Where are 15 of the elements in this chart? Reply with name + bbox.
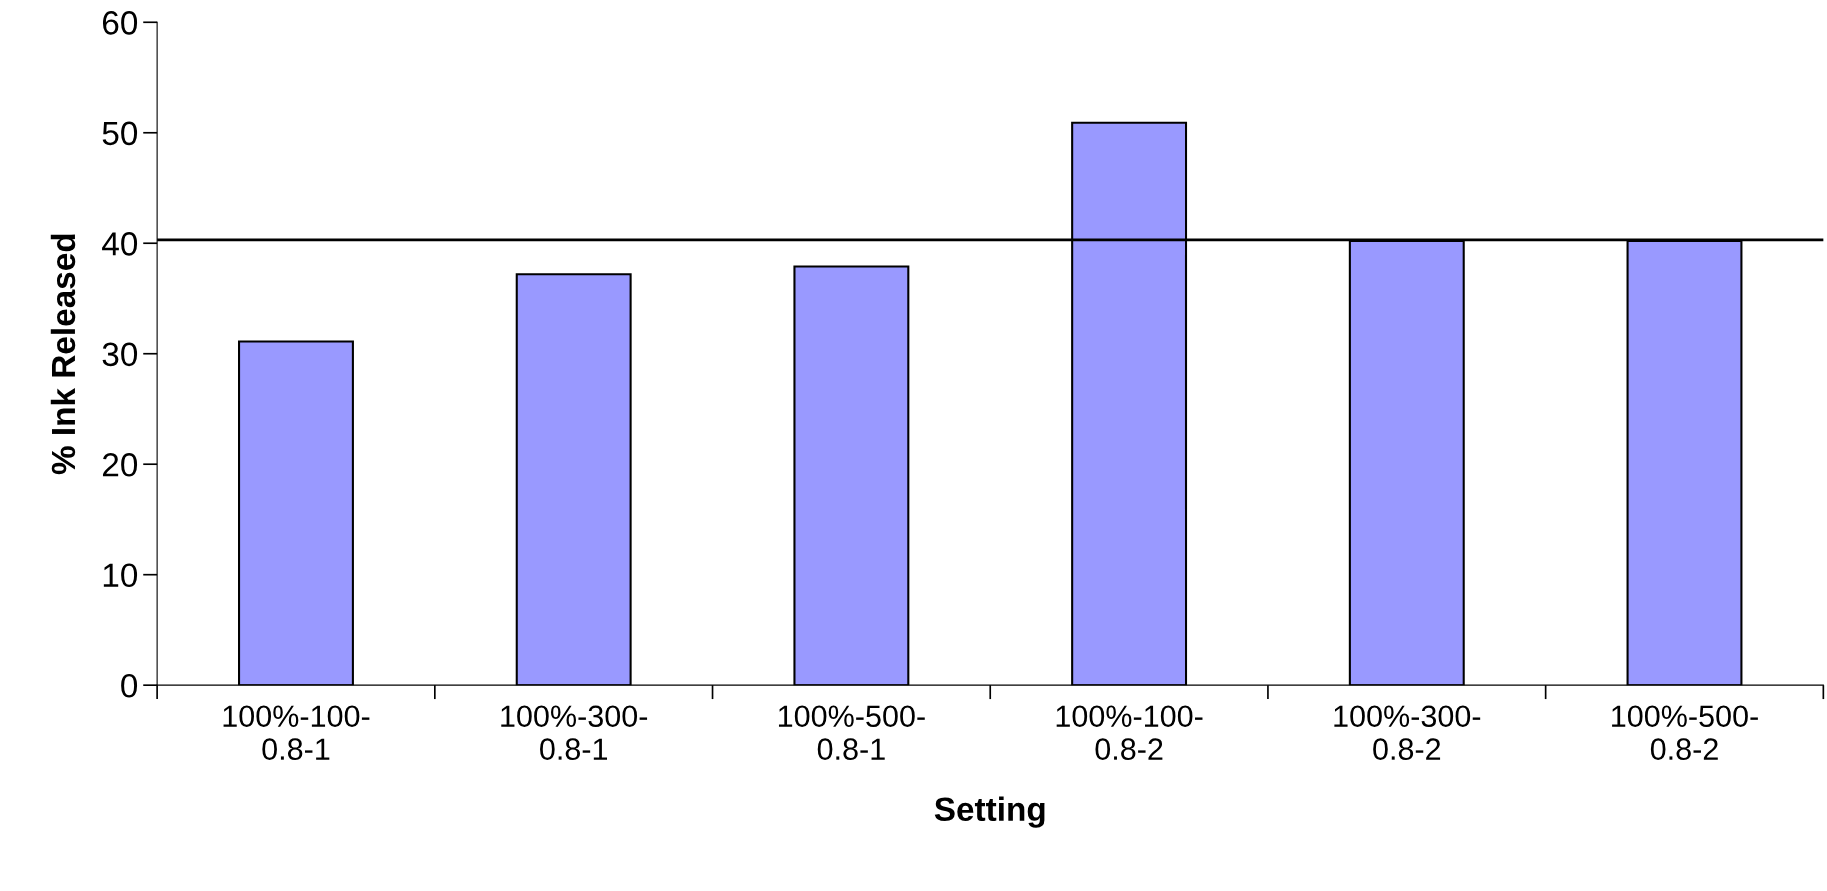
y-tick-label: 60 [102, 11, 138, 35]
y-tick-label: 0 [121, 673, 138, 698]
x-tick-label: 100%-100- 0.8-1 [223, 705, 370, 760]
x-tick-label: 100%-500- 0.8-1 [778, 705, 925, 760]
x-tick-label: 100%-500- 0.8-2 [1612, 705, 1758, 760]
y-tick-label: 10 [103, 563, 138, 588]
x-tick-label: 100%-100- 0.8-2 [1056, 705, 1203, 760]
x-tick-label: 100%-300- 0.8-2 [1334, 705, 1481, 760]
y-tick-label: 50 [102, 121, 138, 146]
y-tick-label: 40 [102, 232, 138, 256]
x-tick-label: 100%-300- 0.8-1 [501, 705, 648, 760]
y-axis-title: % Ink Released [50, 234, 76, 475]
y-tick-label: 20 [102, 453, 138, 477]
y-tick-label: 30 [102, 342, 138, 367]
x-axis-title: Setting [934, 796, 1045, 828]
